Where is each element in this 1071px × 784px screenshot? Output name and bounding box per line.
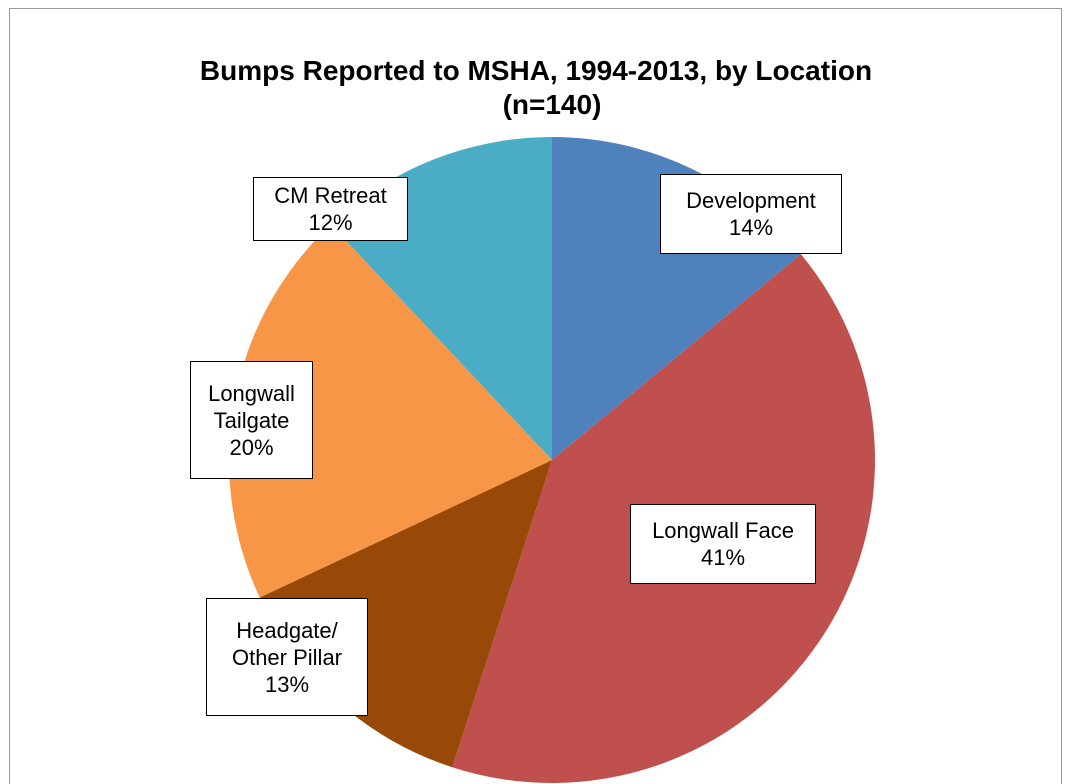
label-value: 12%	[308, 210, 353, 235]
label-value: 13%	[264, 671, 310, 697]
label-value: 14%	[728, 215, 774, 240]
label-name: CM Retreat	[274, 183, 387, 208]
label-name: Development	[686, 188, 816, 213]
data-label: Longwall Tailgate 20%	[190, 361, 313, 479]
chart-subtitle: (n=140)	[503, 89, 602, 120]
data-label: Headgate/ Other Pillar 13%	[206, 598, 368, 716]
pie-slice	[229, 224, 553, 598]
label-value: 20%	[229, 434, 274, 460]
data-label: Longwall Face 41%	[630, 504, 816, 584]
data-label: Development 14%	[660, 174, 842, 254]
label-name: Headgate/ Other Pillar	[231, 617, 343, 670]
data-label: CM Retreat 12%	[253, 177, 408, 241]
label-value: 41%	[700, 545, 746, 570]
label-name: Longwall Face	[652, 518, 794, 543]
label-name: Longwall Tailgate	[208, 380, 295, 433]
chart-title: Bumps Reported to MSHA, 1994-2013, by Lo…	[200, 55, 872, 86]
